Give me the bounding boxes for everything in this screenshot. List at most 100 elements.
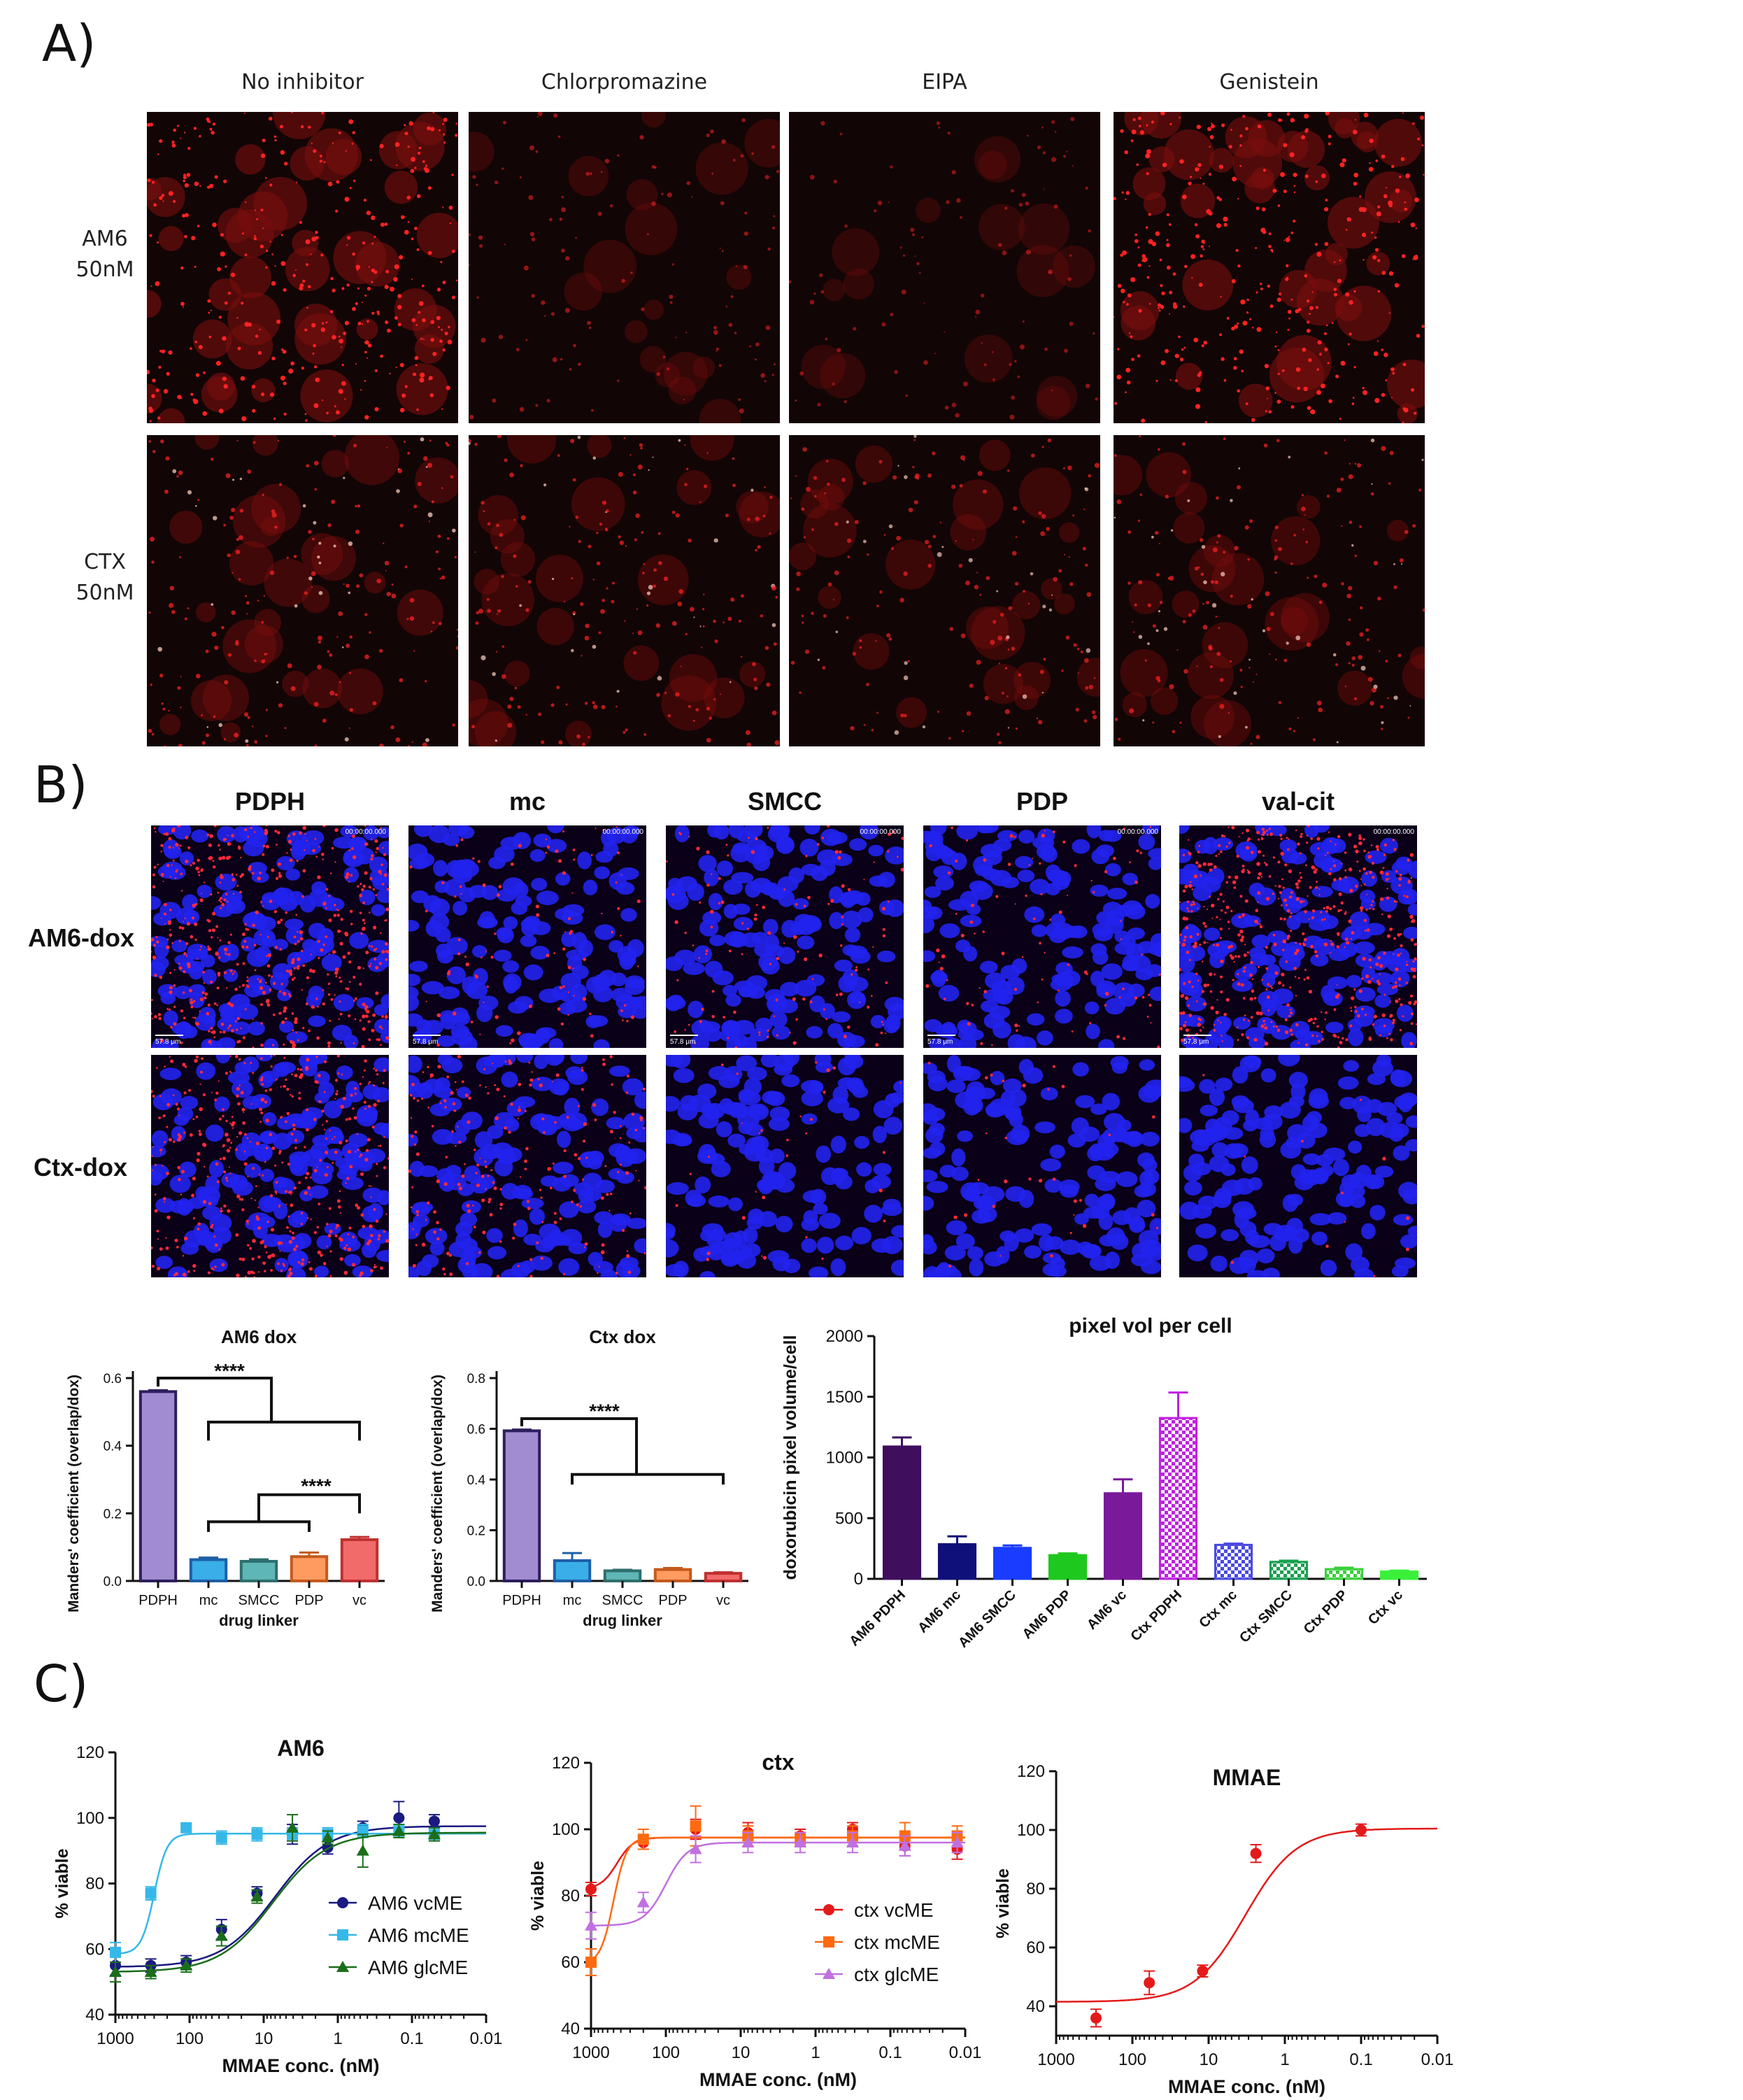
puncta: [366, 211, 371, 215]
puncta: [475, 621, 479, 625]
dox-puncta: [297, 930, 299, 933]
puncta: [561, 195, 564, 199]
puncta: [158, 365, 162, 369]
puncta: [148, 728, 152, 733]
puncta: [1420, 115, 1425, 120]
dox-puncta: [834, 850, 839, 854]
nucleus: [408, 919, 420, 932]
dox-puncta: [1215, 1010, 1219, 1014]
puncta: [1349, 300, 1353, 305]
dox-puncta: [334, 994, 336, 996]
dox-puncta: [337, 1072, 340, 1075]
nucleus: [1125, 904, 1146, 920]
nucleus: [777, 946, 796, 965]
dox-puncta: [464, 1093, 469, 1098]
cell-blob: [789, 542, 817, 571]
puncta: [946, 200, 950, 204]
puncta: [531, 294, 535, 298]
puncta: [877, 200, 883, 206]
puncta: [1137, 263, 1141, 267]
puncta: [525, 608, 529, 612]
dox-puncta: [172, 846, 175, 849]
puncta: [907, 660, 910, 662]
dox-puncta: [325, 935, 328, 938]
dox-puncta: [266, 999, 270, 1003]
dox-puncta: [250, 827, 252, 830]
cell-blob: [1146, 452, 1192, 497]
dox-puncta: [846, 1026, 851, 1029]
puncta: [525, 714, 528, 716]
dox-puncta: [383, 1165, 387, 1170]
dox-puncta: [1389, 1014, 1393, 1018]
puncta: [1402, 362, 1407, 367]
puncta: [389, 286, 394, 292]
dox-puncta: [212, 911, 216, 916]
dox-puncta: [320, 1254, 323, 1257]
dox-puncta: [1399, 984, 1401, 986]
dox-puncta: [227, 900, 229, 902]
cell-blob: [202, 674, 250, 721]
nucleus: [625, 1148, 646, 1164]
dox-puncta: [947, 871, 951, 875]
dox-puncta: [246, 1137, 249, 1140]
dox-puncta: [1336, 984, 1338, 986]
dox-puncta: [1330, 868, 1332, 870]
puncta: [531, 237, 536, 241]
nucleus: [493, 1112, 515, 1130]
nucleus: [801, 863, 821, 876]
dox-puncta: [696, 846, 700, 851]
dox-puncta: [347, 951, 351, 955]
puncta: [1231, 279, 1236, 284]
dox-puncta: [301, 895, 304, 898]
puncta: [721, 139, 726, 144]
dox-puncta: [1414, 942, 1417, 946]
nucleus: [530, 1255, 553, 1271]
puncta: [678, 589, 684, 594]
nucleus: [332, 1024, 353, 1041]
row-label-line1: AM6: [82, 227, 128, 251]
cell-blob: [807, 458, 853, 504]
nucleus: [446, 937, 468, 956]
dox-puncta: [546, 845, 550, 849]
puncta: [439, 577, 442, 580]
puncta: [329, 690, 335, 696]
nucleus: [558, 1258, 580, 1276]
dox-puncta: [1209, 990, 1213, 993]
puncta: [535, 404, 539, 407]
nucleus: [980, 844, 1003, 858]
dox-puncta: [1016, 1029, 1018, 1032]
puncta: [1160, 304, 1165, 309]
nucleus: [557, 1112, 577, 1127]
micrograph-b-r0-c3: 00:00:00.000 57.8 μm: [923, 825, 1161, 1048]
puncta: [274, 525, 278, 529]
dox-puncta: [225, 1133, 229, 1137]
dox-puncta: [318, 956, 320, 959]
dox-puncta: [1372, 900, 1374, 903]
puncta: [732, 457, 735, 460]
puncta: [311, 236, 317, 242]
puncta: [1385, 187, 1388, 189]
puncta: [1126, 380, 1131, 385]
nucleus: [160, 992, 176, 1005]
puncta: [276, 681, 279, 683]
dox-puncta: [229, 1147, 232, 1149]
nucleus: [1314, 852, 1333, 869]
puncta: [481, 500, 485, 505]
nucleus: [755, 1017, 773, 1033]
nucleus: [502, 960, 520, 973]
puncta: [481, 337, 486, 343]
nucleus: [827, 1023, 844, 1039]
dox-puncta: [296, 966, 300, 970]
puncta: [1250, 742, 1253, 745]
dox-puncta: [244, 923, 247, 925]
puncta: [623, 437, 626, 439]
puncta: [732, 483, 736, 488]
dox-puncta: [330, 998, 334, 1001]
dox-puncta: [268, 974, 271, 977]
dox-puncta: [559, 986, 563, 990]
dox-puncta: [275, 1181, 278, 1184]
puncta: [457, 628, 458, 631]
dox-puncta: [887, 900, 890, 903]
puncta: [596, 532, 599, 534]
dox-puncta: [1118, 996, 1121, 999]
